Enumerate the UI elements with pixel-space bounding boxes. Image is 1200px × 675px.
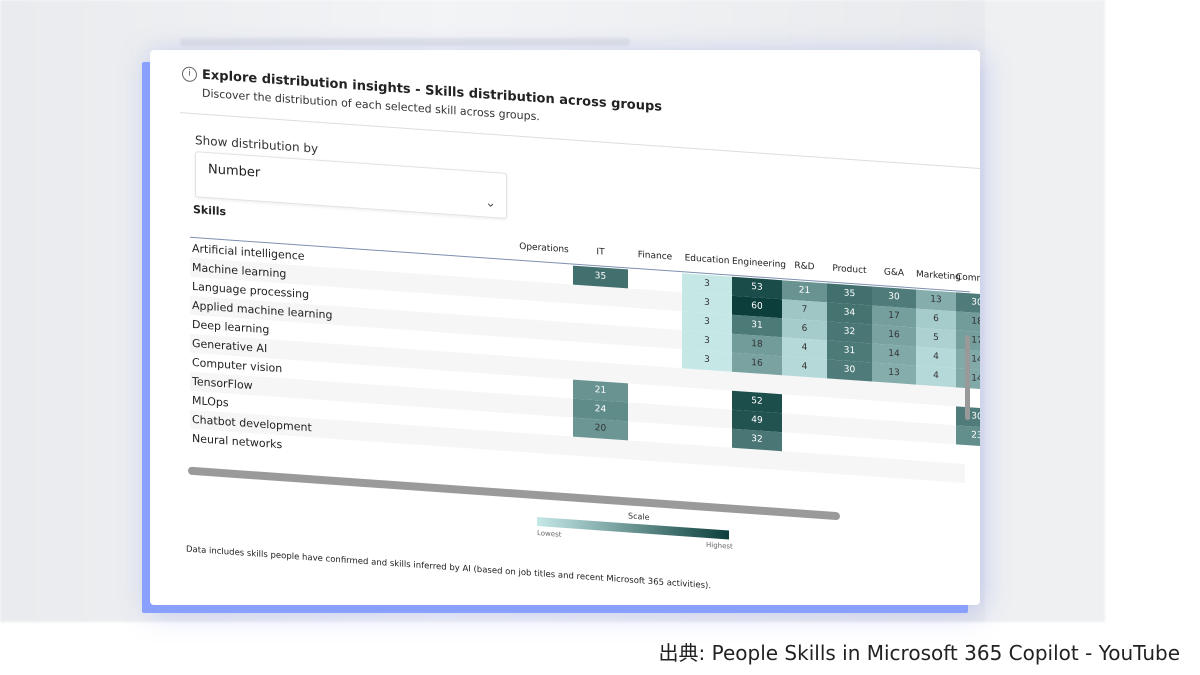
blurred-side-panel (985, 0, 1105, 622)
column-header: Education (684, 253, 730, 267)
scale-title: Scale (628, 511, 650, 522)
heatmap-cell[interactable]: 32 (732, 428, 782, 452)
scale-lowest: Lowest (537, 529, 562, 539)
heatmap-cell[interactable]: 20 (573, 417, 628, 441)
vertical-scrollbar[interactable] (965, 334, 970, 421)
column-header: Commerce (956, 272, 980, 286)
row-label: Neural networks (192, 431, 283, 452)
distribution-dropdown[interactable]: Number ⌄ (195, 151, 507, 219)
column-header: Engineering (732, 256, 786, 271)
skills-header: Skills (193, 203, 227, 219)
heatmap-cell[interactable]: 16 (732, 352, 782, 376)
heatmap-cell[interactable]: 30 (827, 359, 872, 382)
column-header: Finance (637, 250, 673, 263)
heatmap-cell[interactable]: 4 (782, 356, 827, 379)
column-header: G&A (883, 267, 905, 279)
row-label: TensorFlow (192, 374, 253, 393)
blurred-text (180, 38, 630, 46)
heatmap-cell[interactable]: 35 (573, 265, 628, 289)
column-header: Marketing (916, 269, 961, 283)
heatmap-cell[interactable]: 13 (872, 362, 916, 385)
footer-note: Data includes skills people have confirm… (186, 544, 712, 592)
heatmap-cell[interactable]: 3 (682, 349, 732, 372)
skills-distribution-panel: i Explore distribution insights - Skills… (150, 50, 980, 605)
heatmap-cell[interactable]: 23 (956, 425, 980, 448)
row-label: Deep learning (192, 317, 270, 337)
row-label: MLOps (192, 393, 229, 410)
source-caption: 出典: People Skills in Microsoft 365 Copil… (658, 641, 1180, 665)
row-label: Generative AI (192, 336, 268, 356)
heatmap-cell[interactable]: 4 (916, 365, 956, 388)
column-header: R&D (794, 261, 815, 273)
info-icon[interactable]: i (182, 66, 197, 83)
column-header: Product (832, 263, 867, 277)
column-header: IT (596, 247, 605, 258)
chevron-down-icon: ⌄ (485, 195, 496, 212)
distribution-dropdown-value: Number (208, 162, 261, 181)
scale-highest: Highest (706, 540, 733, 551)
